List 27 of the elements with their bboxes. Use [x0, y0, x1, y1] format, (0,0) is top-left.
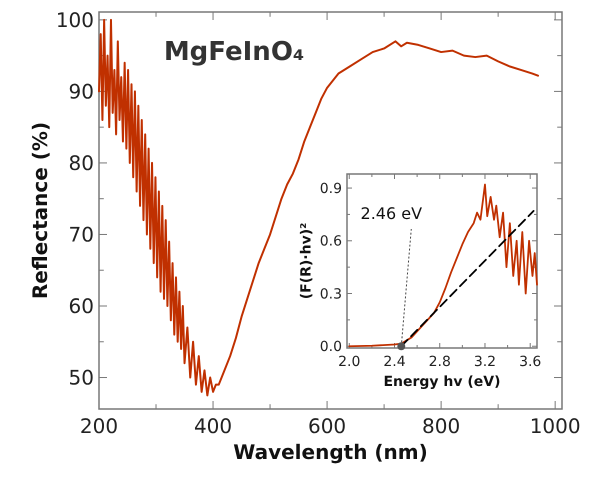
- y-tick-label: 0.9: [320, 180, 342, 197]
- annotation: 2.46 eV: [360, 204, 422, 223]
- y-tick-label: 0.0: [320, 339, 342, 356]
- text: MgFeInO₄: [164, 37, 304, 67]
- y-tick-label: 100: [56, 8, 94, 32]
- y-tick-label: 50: [68, 366, 94, 390]
- x-tick-label: 1000: [530, 414, 581, 438]
- x-tick-label: 800: [422, 414, 460, 438]
- y-axis-title: (F(R)·hv)²: [298, 222, 315, 300]
- x-tick-label: 2.0: [338, 354, 360, 370]
- x-tick-label: 2.4: [383, 354, 406, 370]
- x-axis-title: Wavelength (nm): [233, 440, 428, 464]
- x-tick-label: 3.6: [519, 354, 542, 370]
- x-tick-label: 200: [80, 414, 118, 438]
- y-tick-label: 60: [68, 294, 94, 318]
- y-tick-label: 80: [68, 150, 94, 175]
- x-tick-label: 3.2: [474, 354, 496, 370]
- x-tick-label: 600: [308, 414, 346, 438]
- x-axis-title: Energy hv (eV): [383, 374, 501, 390]
- y-tick-label: 0.3: [320, 286, 342, 302]
- y-tick-label: 70: [68, 222, 94, 246]
- y-axis-title: Reflectance (%): [28, 122, 52, 300]
- y-tick-label: 90: [68, 79, 94, 104]
- x-tick-label: 400: [194, 414, 232, 438]
- line-series: [98, 18, 540, 396]
- y-tick-label: 0.6: [320, 234, 342, 250]
- x-tick-label: 2.8: [428, 354, 451, 370]
